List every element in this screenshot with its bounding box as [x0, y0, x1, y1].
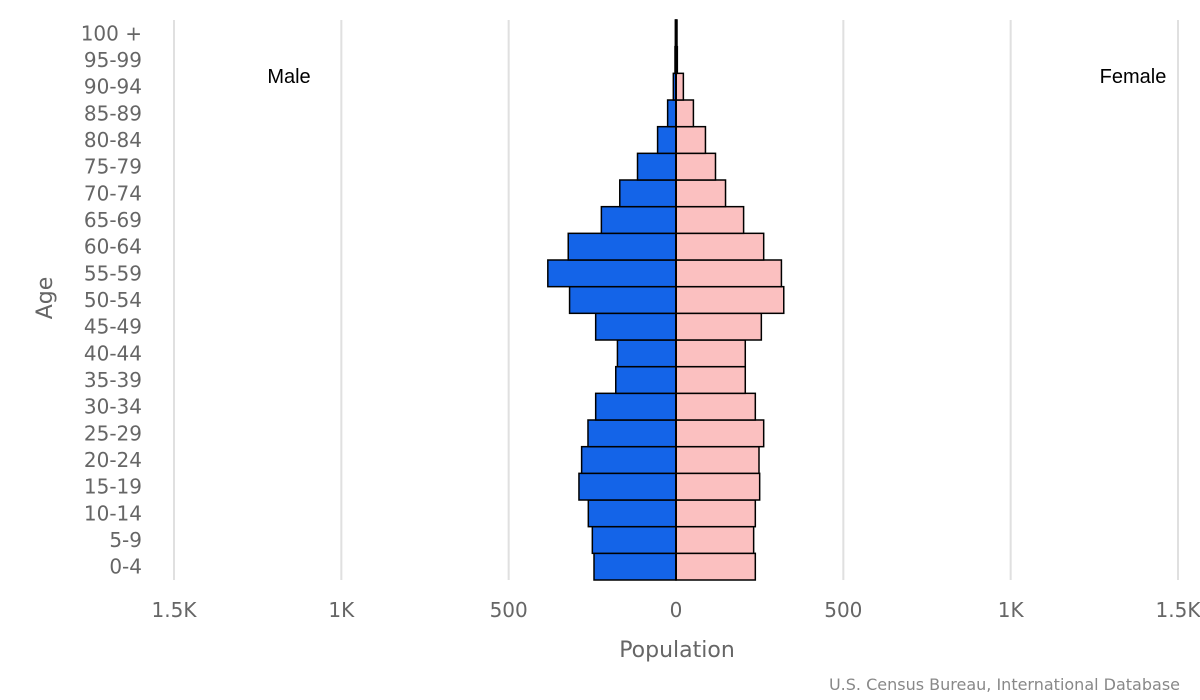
female-bar-55-59	[675, 259, 783, 288]
female-bar-45-49	[675, 312, 763, 341]
x-tick-label: 1K	[998, 598, 1025, 622]
male-bar-15-19	[578, 472, 677, 501]
female-bar-85-89	[675, 99, 695, 128]
grid-lines	[173, 20, 1179, 580]
male-bar-20-24	[580, 445, 677, 475]
male-bar-55-59	[547, 259, 677, 288]
male-label: Male	[267, 66, 310, 88]
female-bar-20-24	[675, 445, 760, 475]
age-tick-label: 80-84	[84, 128, 142, 152]
male-bar-75-79	[636, 152, 677, 181]
x-tick-label: 500	[824, 598, 862, 622]
male-bar-5-9	[591, 525, 677, 555]
female-bar-70-74	[675, 179, 727, 208]
x-tick-label: 1.5K	[152, 598, 198, 622]
age-tick-label: 95-99	[84, 48, 142, 72]
age-tick-label: 65-69	[84, 208, 142, 232]
x-tick-label: 500	[490, 598, 528, 622]
age-tick-label: 30-34	[84, 395, 142, 419]
age-tick-label: 55-59	[84, 261, 142, 285]
x-tick-label: 1.5K	[1156, 598, 1200, 622]
female-bar-90-94	[675, 72, 685, 101]
age-tick-label: 0-4	[109, 555, 142, 579]
age-tick-label: 70-74	[84, 181, 142, 205]
female-bar-0-4	[675, 552, 757, 581]
population-axis-ticks: 1.5K 1K 500 0 500 1K 1.5K	[152, 598, 1200, 622]
female-bar-30-34	[675, 392, 757, 421]
male-bar-45-49	[594, 312, 677, 341]
female-bar-15-19	[675, 472, 761, 501]
x-tick-label: 0	[670, 598, 683, 622]
age-tick-label: 90-94	[84, 75, 142, 99]
age-tick-label: 45-49	[84, 315, 142, 339]
female-bar-5-9	[675, 525, 755, 555]
female-bar-10-14	[675, 499, 757, 528]
female-bar-40-44	[675, 339, 747, 368]
age-tick-label: 15-19	[84, 475, 142, 499]
x-axis-title: Population	[619, 638, 735, 663]
male-bar-80-84	[656, 125, 677, 155]
female-bar-75-79	[675, 152, 717, 181]
age-tick-label: 5-9	[109, 528, 142, 552]
male-bar-40-44	[616, 339, 677, 368]
age-tick-label: 20-24	[84, 448, 142, 472]
male-bar-30-34	[594, 392, 677, 421]
female-bar-35-39	[675, 365, 747, 395]
age-tick-label: 75-79	[84, 155, 142, 179]
age-tick-label: 100 +	[81, 21, 142, 45]
female-bar-50-54	[675, 285, 785, 315]
age-tick-label: 25-29	[84, 421, 142, 445]
male-bar-50-54	[568, 285, 677, 315]
age-tick-label: 50-54	[84, 288, 142, 312]
male-bar-60-64	[567, 232, 677, 261]
male-bar-85-89	[666, 99, 677, 128]
female-bar-65-69	[675, 205, 745, 235]
male-bar-25-29	[587, 419, 677, 448]
y-axis-title: Age	[33, 277, 58, 320]
age-tick-label: 85-89	[84, 101, 142, 125]
male-bar-10-14	[587, 499, 677, 528]
age-tick-label: 40-44	[84, 341, 142, 365]
female-label: Female	[1100, 66, 1167, 88]
age-tick-label: 60-64	[84, 235, 142, 259]
age-tick-label: 10-14	[84, 501, 142, 525]
female-bar-60-64	[675, 232, 765, 261]
age-tick-label: 35-39	[84, 368, 142, 392]
male-bar-65-69	[600, 205, 677, 235]
x-tick-label: 1K	[328, 598, 355, 622]
female-bar-25-29	[675, 419, 765, 448]
male-bar-35-39	[615, 365, 677, 395]
female-bar-80-84	[675, 125, 707, 155]
male-bar-0-4	[593, 552, 677, 581]
bars	[547, 19, 785, 581]
source-credit: U.S. Census Bureau, International Databa…	[829, 675, 1180, 694]
male-bar-70-74	[619, 179, 677, 208]
